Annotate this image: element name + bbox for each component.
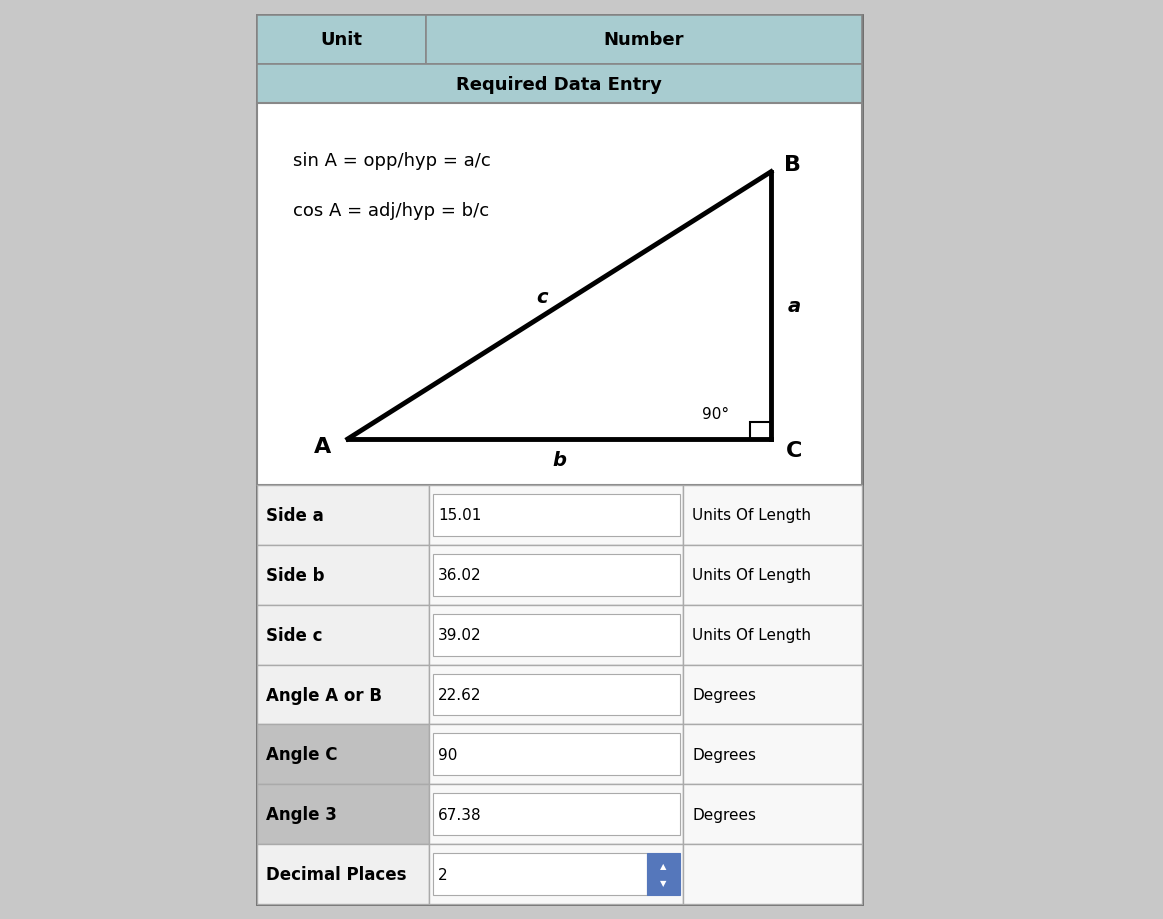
Text: Angle C: Angle C [265,745,337,764]
Text: Side a: Side a [265,506,323,524]
Text: Units Of Length: Units Of Length [692,628,812,642]
Text: b: b [552,450,566,470]
Text: sin A = opp/hyp = a/c: sin A = opp/hyp = a/c [293,152,491,170]
Text: 90°: 90° [701,406,729,421]
Text: 90: 90 [438,747,458,762]
Text: 2: 2 [438,867,448,882]
Text: ▲: ▲ [659,861,666,870]
Text: Number: Number [604,31,684,50]
Text: a: a [787,297,801,315]
Text: Units Of Length: Units Of Length [692,507,812,523]
Text: C: C [786,440,802,460]
Text: Side c: Side c [265,626,322,644]
Text: 36.02: 36.02 [438,568,481,583]
Text: cos A = adj/hyp = b/c: cos A = adj/hyp = b/c [293,201,490,220]
Text: Degrees: Degrees [692,747,756,762]
Text: 67.38: 67.38 [438,807,481,822]
Text: 39.02: 39.02 [438,628,481,642]
Text: Decimal Places: Decimal Places [265,866,406,883]
Text: 15.01: 15.01 [438,507,481,523]
Text: B: B [784,155,800,176]
Text: Angle 3: Angle 3 [265,806,336,823]
Text: Degrees: Degrees [692,687,756,702]
Text: A: A [314,437,330,457]
Text: Degrees: Degrees [692,807,756,822]
Text: Unit: Unit [321,31,363,50]
Text: Units Of Length: Units Of Length [692,568,812,583]
Text: c: c [536,288,548,306]
Text: 22.62: 22.62 [438,687,481,702]
Text: Required Data Entry: Required Data Entry [456,75,663,94]
Text: ▼: ▼ [659,879,666,887]
Text: Angle A or B: Angle A or B [265,686,381,704]
Text: Side b: Side b [265,566,324,584]
